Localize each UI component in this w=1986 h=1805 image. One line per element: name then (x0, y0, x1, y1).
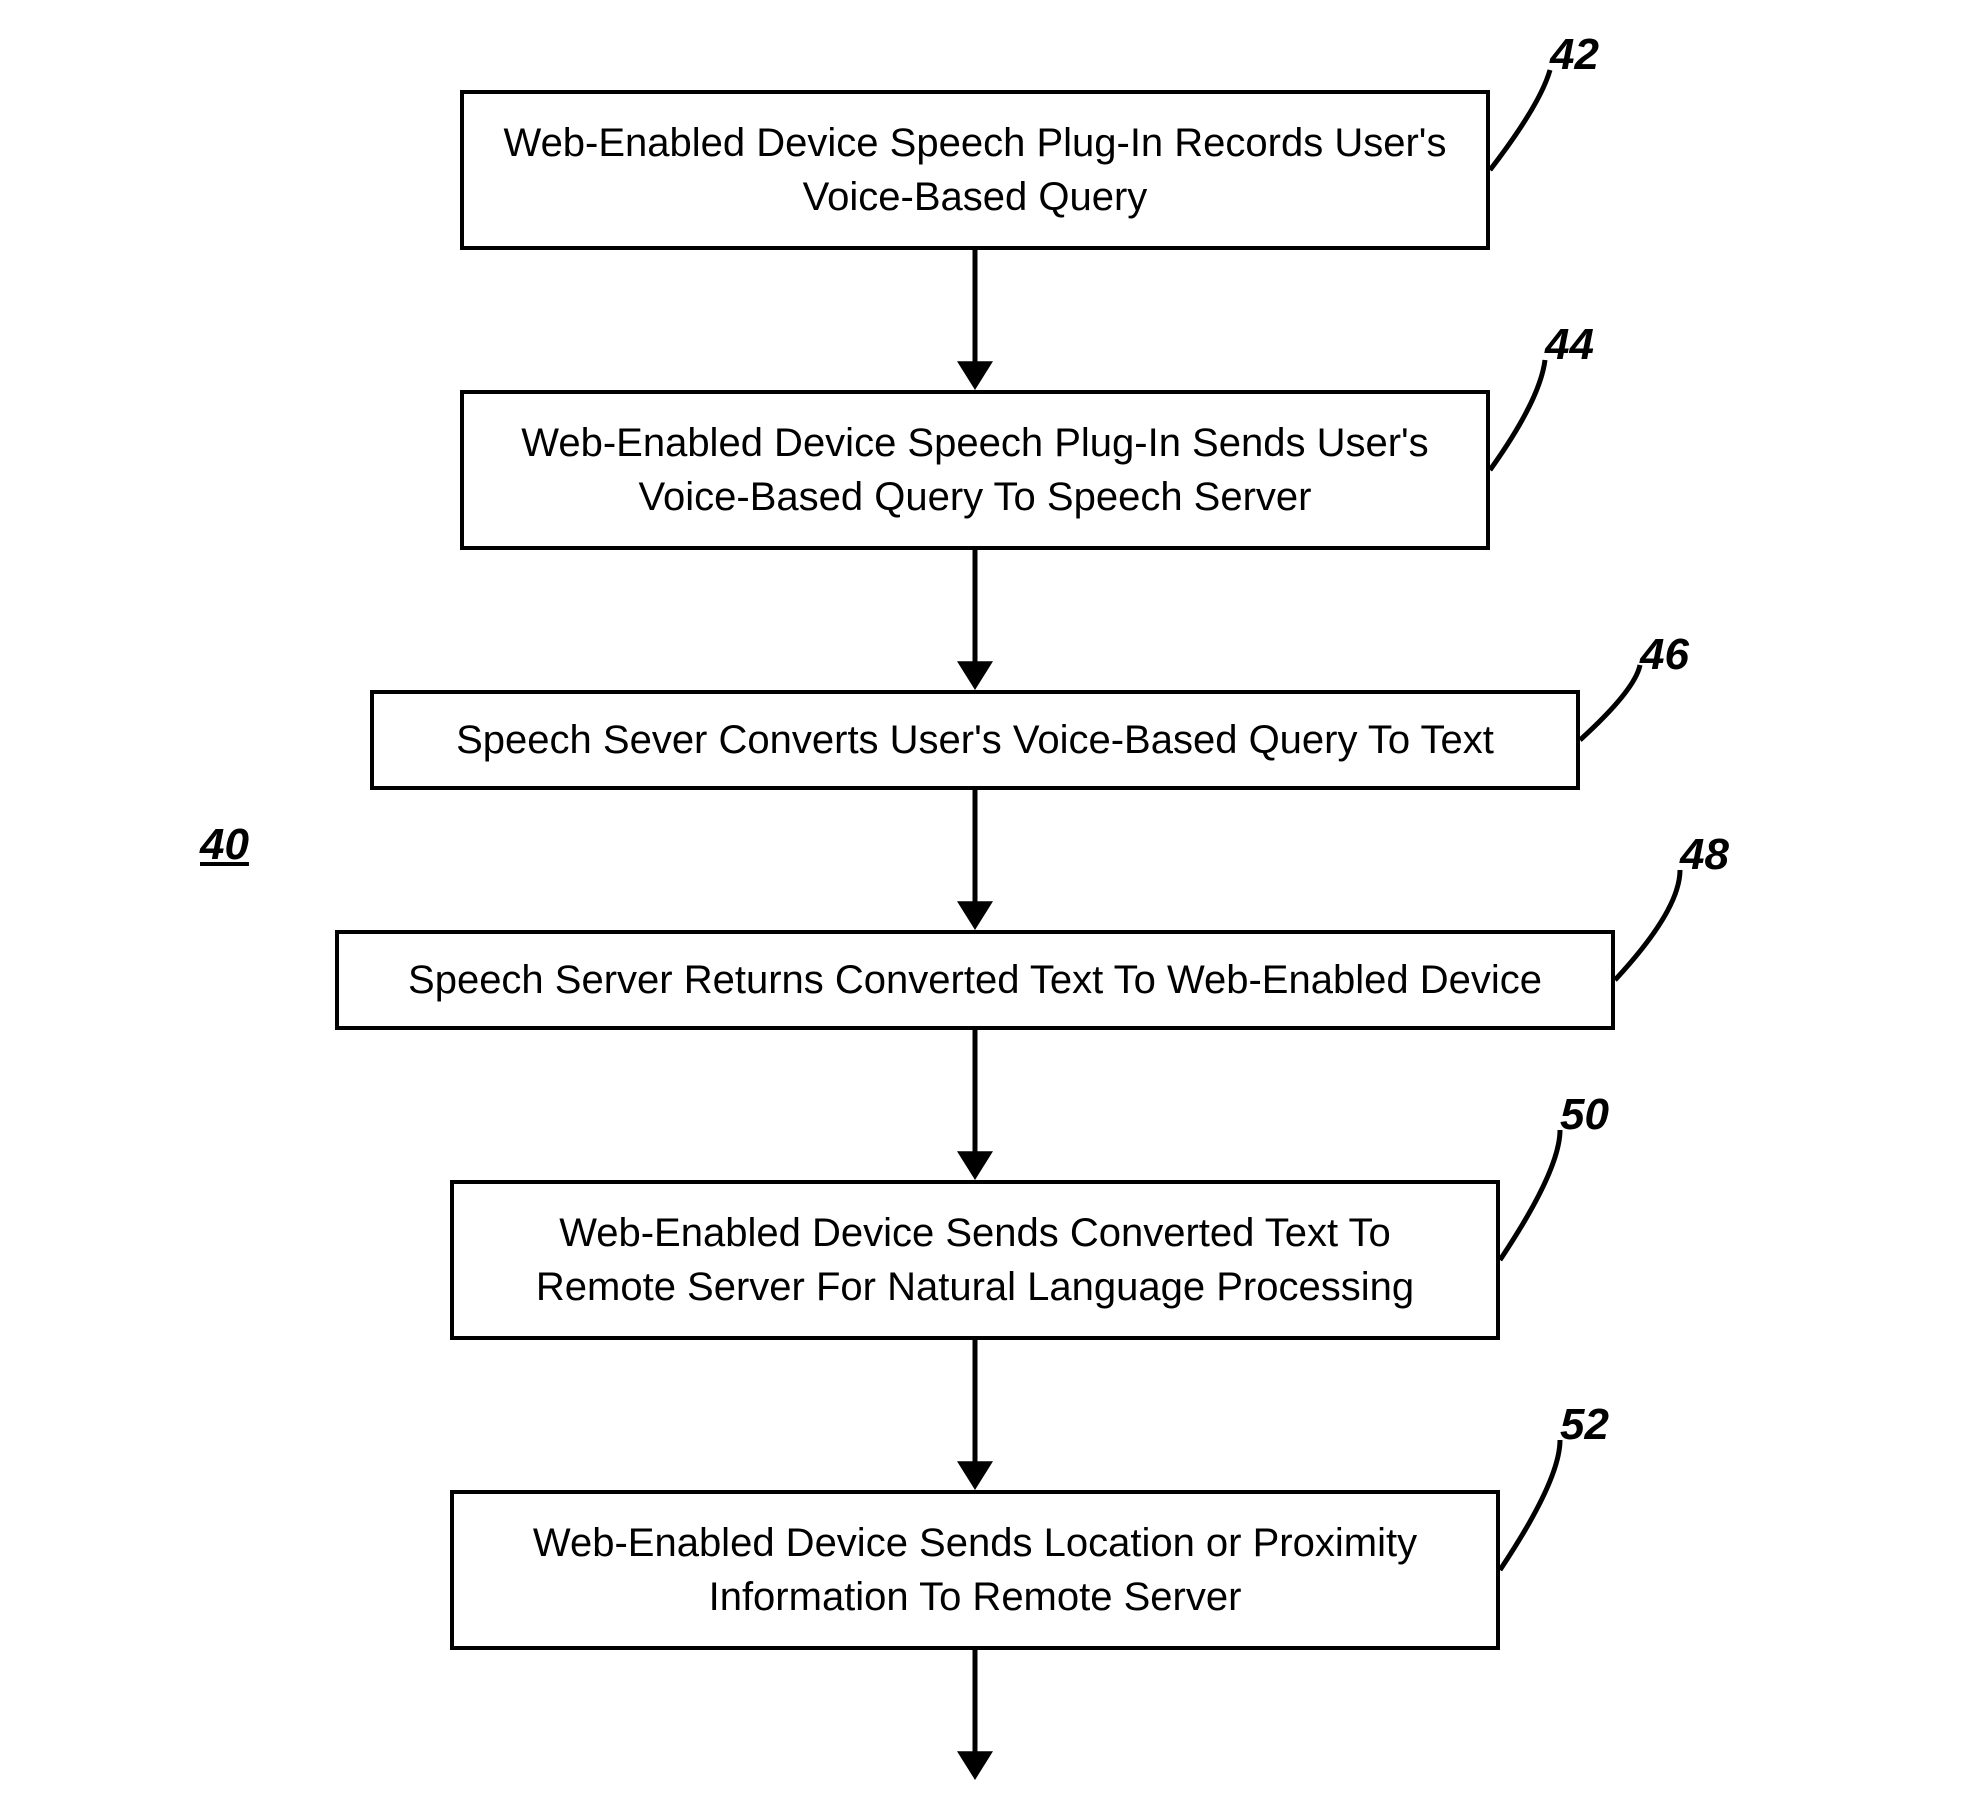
callout-44: 44 (1545, 320, 1594, 370)
flowchart-canvas: 40 Web-Enabled Device Speech Plug-In Rec… (0, 0, 1986, 1805)
flow-node-44-text: Web-Enabled Device Speech Plug-In Sends … (494, 416, 1456, 524)
flow-node-46: Speech Sever Converts User's Voice-Based… (370, 690, 1580, 790)
callout-46: 46 (1640, 630, 1689, 680)
callout-48: 48 (1680, 830, 1729, 880)
flow-node-42: Web-Enabled Device Speech Plug-In Record… (460, 90, 1490, 250)
flow-node-44: Web-Enabled Device Speech Plug-In Sends … (460, 390, 1490, 550)
flow-node-50: Web-Enabled Device Sends Converted Text … (450, 1180, 1500, 1340)
flow-node-52-text: Web-Enabled Device Sends Location or Pro… (484, 1516, 1466, 1624)
flow-node-50-text: Web-Enabled Device Sends Converted Text … (484, 1206, 1466, 1314)
flow-node-48: Speech Server Returns Converted Text To … (335, 930, 1615, 1030)
flow-node-48-text: Speech Server Returns Converted Text To … (408, 953, 1542, 1007)
flow-node-46-text: Speech Sever Converts User's Voice-Based… (456, 713, 1494, 767)
figure-number-label: 40 (200, 820, 249, 870)
flow-node-52: Web-Enabled Device Sends Location or Pro… (450, 1490, 1500, 1650)
callout-52: 52 (1560, 1400, 1609, 1450)
flow-node-42-text: Web-Enabled Device Speech Plug-In Record… (494, 116, 1456, 224)
callout-42: 42 (1550, 30, 1599, 80)
callout-50: 50 (1560, 1090, 1609, 1140)
